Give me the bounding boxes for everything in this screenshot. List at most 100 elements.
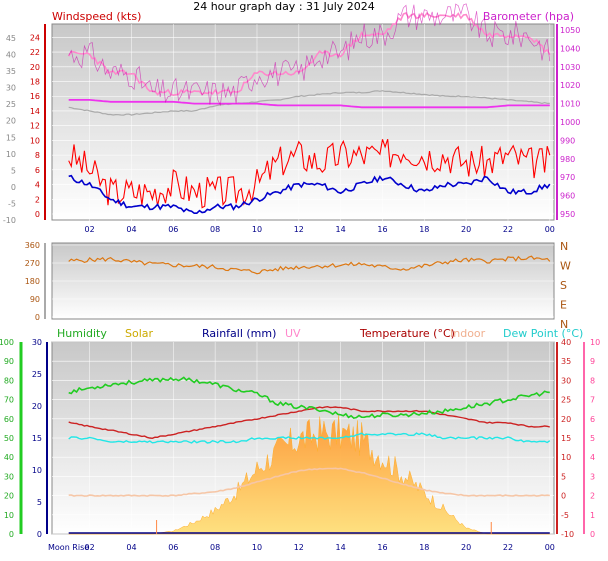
barometer-tick-label: 980 [560,155,575,164]
compass-label: E [560,299,567,312]
wind-inner-tick-label: 0 [35,210,40,219]
temp-x-tick-label: 16 [377,543,387,552]
wind-inner-tick-label: 12 [30,122,40,131]
wind-x-tick-label: 18 [419,225,429,234]
solar-tick-label: 5 [37,498,42,507]
legend-rainfall: Rainfall (mm) [202,327,276,340]
wind-outer-tick-label: -10 [3,216,16,225]
wind-panel-area [51,23,555,221]
temp-x-tick-label: 00 [545,543,555,552]
wind-x-tick-label: 12 [294,225,304,234]
uv-tick-label: 8 [590,376,595,385]
wind-x-tick-label: 06 [168,225,178,234]
temp-x-tick-label: 22 [503,543,513,552]
humidity-tick-label: 40 [4,453,14,462]
humidity-tick-label: 50 [4,434,14,443]
temperature-line [68,405,550,440]
wind-inner-tick-label: 8 [35,151,40,160]
temperature-tick-label: 40 [561,338,571,347]
wind-inner-tick-label: 16 [30,92,40,101]
wind-x-tick-label: 14 [336,225,346,234]
wind-outer-tick-label: 20 [6,117,16,126]
wind-outer-tick-label: 45 [6,34,16,43]
legend-temperature: Temperature (°C) [359,327,455,340]
wind-inner-tick-label: 2 [35,195,40,204]
legend-uv: UV [285,327,301,340]
wind-inner-tick-label: 6 [35,166,40,175]
wind-inner-tick-label: 20 [30,63,40,72]
wind-inner-tick-label: 4 [35,181,40,190]
barometer-axis-label: Barometer (hpa) [483,10,574,23]
barometer-history-line [68,90,550,116]
wind-x-tick-label: 00 [545,225,555,234]
barometer-line [68,99,550,109]
temp-x-tick-label: 20 [461,543,471,552]
humidity-tick-label: 80 [4,376,14,385]
temp-x-tick-label: 10 [252,543,262,552]
wind-outer-tick-label: 15 [6,133,16,142]
uv-tick-label: 5 [590,434,595,443]
wind-x-tick-label: 16 [377,225,387,234]
uv-tick-label: 3 [590,472,595,481]
wind-outer-tick-label: 40 [6,51,16,60]
uv-tick-label: 2 [590,492,595,501]
barometer-tick-label: 950 [560,210,575,219]
wind-outer-tick-label: 0 [11,183,16,192]
temp-x-tick-label: 08 [210,543,220,552]
humidity-line [68,376,550,419]
wind-outer-tick-label: 25 [6,100,16,109]
barometer-tick-label: 1040 [560,44,580,53]
legend-indoor: Indoor [450,327,486,340]
wind-x-tick-label: 04 [126,225,136,234]
humidity-tick-label: 90 [4,357,14,366]
humidity-tick-label: 10 [4,511,14,520]
wind-average-line [68,174,551,214]
temperature-tick-label: -10 [561,530,574,539]
compass-label: W [560,260,571,273]
barometer-tick-label: 1010 [560,100,580,109]
wind-x-tick-label: 22 [503,225,513,234]
temp-x-tick-label: 04 [126,543,136,552]
compass-label: N [560,240,568,253]
wind-inner-tick-label: 24 [30,33,40,42]
temp-x-tick-label: 02 [85,543,95,552]
uv-tick-label: 9 [590,357,595,366]
temperature-tick-label: 35 [561,357,571,366]
wind-inner-tick-label: 14 [30,107,40,116]
wind-outer-tick-label: 10 [6,150,16,159]
humidity-tick-label: 60 [4,415,14,424]
direction-tick-label: 270 [25,259,40,268]
uv-tick-label: 10 [590,338,600,347]
direction-tick-label: 90 [30,295,40,304]
compass-label: N [560,318,568,331]
uv-tick-label: 4 [590,453,595,462]
uv-tick-label: 0 [590,530,595,539]
compass-label: S [560,279,567,292]
humidity-tick-label: 30 [4,472,14,481]
temperature-tick-label: 25 [561,396,571,405]
dewpoint-line [68,432,551,444]
temperature-tick-label: 0 [561,492,566,501]
windspeed-axis-label: Windspeed (kts) [52,10,141,23]
uv-tick-label: 1 [590,511,595,520]
legend-solar: Solar [125,327,154,340]
wind-inner-tick-label: 22 [30,48,40,57]
humidity-tick-label: 0 [9,530,14,539]
wind-direction-line [68,255,551,275]
humidity-tick-label: 70 [4,396,14,405]
barometer-tick-label: 1000 [560,118,580,127]
indoor-temperature-line [68,467,550,497]
direction-tick-label: 180 [25,277,40,286]
direction-tick-label: 0 [35,313,40,322]
uv-tick-label: 7 [590,396,595,405]
temp-x-tick-label: 12 [294,543,304,552]
direction-tick-label: 360 [25,241,40,250]
wind-inner-tick-label: 18 [30,78,40,87]
temperature-tick-label: 15 [561,434,571,443]
barometer-tick-label: 970 [560,173,575,182]
solar-tick-label: 10 [32,466,42,475]
barometer-tick-label: 1050 [560,26,580,35]
temp-x-tick-label: 06 [168,543,178,552]
wind-gust-line [68,139,551,209]
temperature-tick-label: -5 [561,511,569,520]
